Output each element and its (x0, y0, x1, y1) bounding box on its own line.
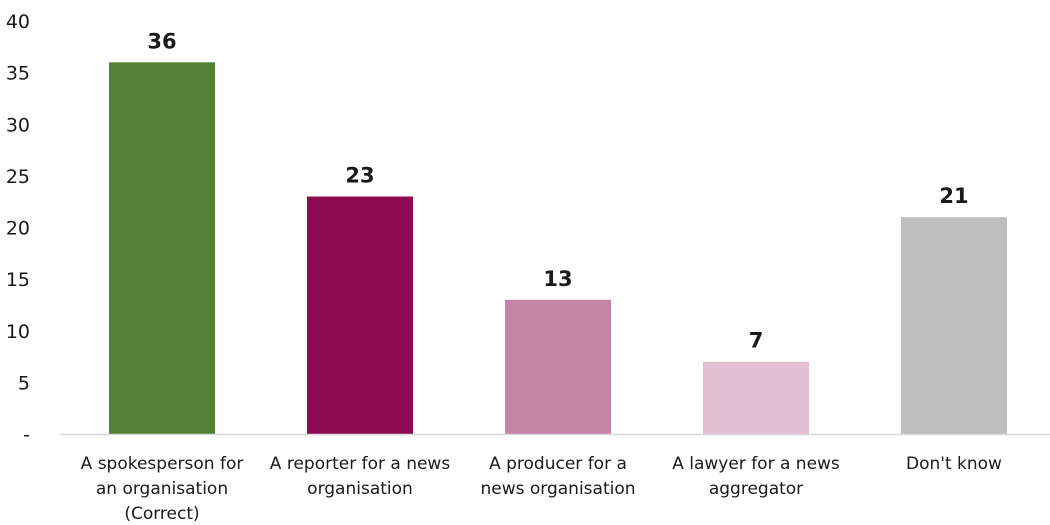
category-label: A spokesperson for (81, 454, 244, 474)
bar (307, 196, 413, 434)
category-label: A producer for a (489, 454, 627, 474)
category-label: A reporter for a news (270, 454, 451, 474)
category-labels: A spokesperson for an organisation (Correc… (81, 454, 1002, 524)
bar (109, 62, 215, 435)
y-tick-label: 15 (6, 269, 30, 291)
bar (703, 361, 809, 434)
y-tick-label: 40 (6, 11, 30, 33)
bar (901, 217, 1007, 434)
bars (109, 62, 1007, 435)
category-label: (Correct) (124, 504, 199, 524)
data-label: 23 (345, 164, 374, 188)
y-tick-label: 35 (6, 63, 30, 85)
y-tick-label: 10 (6, 321, 30, 343)
data-label: 7 (749, 329, 764, 353)
data-label: 36 (147, 29, 176, 53)
category-label: news organisation (480, 479, 635, 499)
y-tick-label: 20 (6, 218, 30, 240)
category-label: organisation (307, 479, 413, 499)
category-label: an organisation (96, 479, 228, 499)
y-tick-label: 5 (18, 372, 30, 394)
category-label: aggregator (709, 479, 803, 499)
y-axis: - 5 10 15 20 25 30 35 40 (6, 11, 30, 446)
bar (505, 299, 611, 434)
y-tick-label: 25 (6, 166, 30, 188)
category-label: Don't know (906, 454, 1002, 474)
data-label: 13 (543, 267, 572, 291)
data-labels: 36 23 13 7 21 (147, 29, 968, 352)
y-tick-label: 30 (6, 114, 30, 136)
category-label: A lawyer for a news (672, 454, 840, 474)
data-label: 21 (939, 184, 968, 208)
y-tick-label: - (23, 424, 30, 446)
